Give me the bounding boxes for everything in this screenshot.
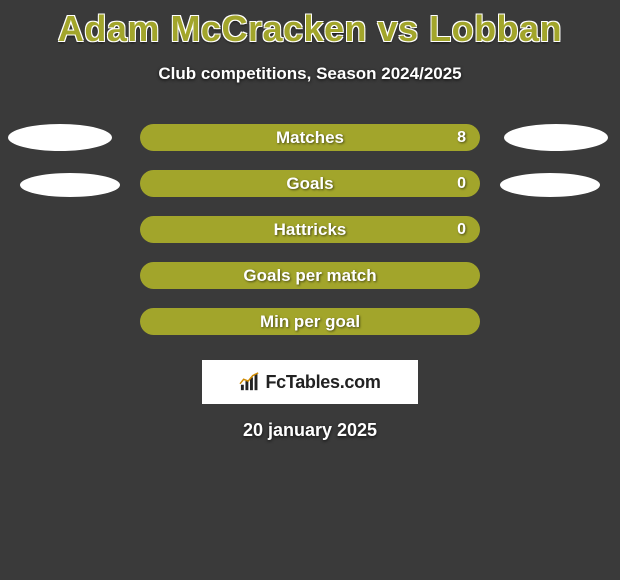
subtitle: Club competitions, Season 2024/2025 [0,64,620,84]
stat-bar: Hattricks 0 [140,216,480,243]
stat-value: 0 [457,221,466,239]
stat-label: Goals per match [243,266,376,286]
stat-label: Min per goal [260,312,360,332]
stats-rows: Matches 8 Goals 0 Hattricks 0 Goals per match M… [0,122,620,352]
player-left-ellipse [8,124,112,151]
stat-value: 0 [457,175,466,193]
stat-bar: Matches 8 [140,124,480,151]
logo-text: FcTables.com [265,372,380,393]
stat-bar: Goals per match [140,262,480,289]
player-left-ellipse [20,173,120,197]
stat-bar: Goals 0 [140,170,480,197]
stat-row: Goals per match [0,260,620,306]
stat-label: Hattricks [274,220,347,240]
date-text: 20 january 2025 [0,420,620,441]
stat-row: Matches 8 [0,122,620,168]
stat-row: Hattricks 0 [0,214,620,260]
stat-bar: Min per goal [140,308,480,335]
stat-value: 8 [457,129,466,147]
player-right-ellipse [504,124,608,151]
logo-chart-icon [239,372,261,392]
stat-row: Min per goal [0,306,620,352]
stat-row: Goals 0 [0,168,620,214]
logo-box: FcTables.com [202,360,418,404]
page-title: Adam McCracken vs Lobban [0,0,620,50]
stat-label: Matches [276,128,344,148]
stat-label: Goals [286,174,333,194]
player-right-ellipse [500,173,600,197]
